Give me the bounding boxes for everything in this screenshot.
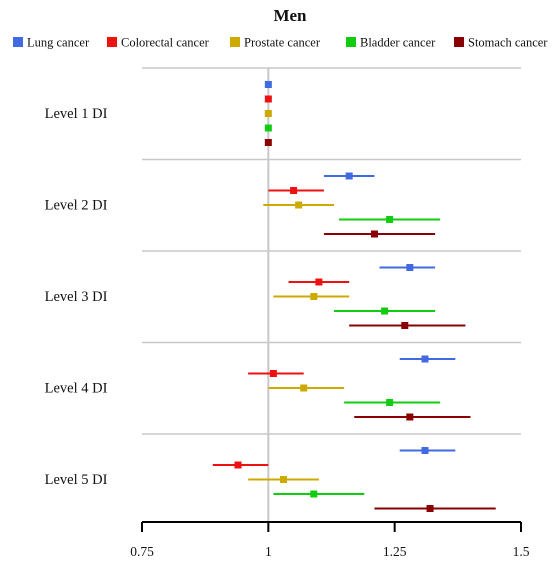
point-estimate <box>421 355 429 363</box>
point-estimate <box>290 187 298 194</box>
point-estimate <box>381 307 389 315</box>
group-label: Level 5 DI <box>45 472 108 488</box>
chart-title: Men <box>273 6 307 25</box>
point-estimate <box>279 476 287 483</box>
point-estimate <box>264 110 272 117</box>
point-estimate <box>264 139 272 146</box>
legend-item: Stomach cancer <box>454 36 548 50</box>
point-estimate <box>386 216 394 223</box>
legend-item: Colorectal cancer <box>107 36 210 50</box>
x-tick-label: 1.25 <box>383 544 407 559</box>
legend-label: Prostate cancer <box>244 36 321 50</box>
point-estimate <box>406 413 414 421</box>
legend-swatch <box>454 37 464 47</box>
data-marks <box>212 81 496 512</box>
point-estimate <box>310 490 318 498</box>
legend-label: Colorectal cancer <box>121 36 210 50</box>
group-label: Level 4 DI <box>45 381 108 397</box>
point-estimate <box>264 95 272 103</box>
legend-swatch <box>107 37 117 47</box>
point-estimate <box>264 81 272 88</box>
point-estimate <box>234 461 242 469</box>
x-tick-label: 1 <box>265 544 272 559</box>
x-tick-label: 1.5 <box>513 544 530 559</box>
point-estimate <box>264 124 272 132</box>
group-labels: Level 1 DI Level 2 DI Level 3 DI Level 4 DI… <box>45 106 108 488</box>
point-estimate <box>426 505 434 512</box>
legend-swatch <box>13 37 23 47</box>
legend-item: Bladder cancer <box>346 36 436 50</box>
group-label: Level 2 DI <box>45 198 108 214</box>
point-estimate <box>370 230 378 238</box>
group-label: Level 3 DI <box>45 289 108 305</box>
legend-item: Prostate cancer <box>230 36 321 50</box>
point-estimate <box>345 172 353 180</box>
group-label: Level 1 DI <box>45 106 108 122</box>
point-estimate <box>310 293 318 300</box>
x-tick-label: 0.75 <box>130 544 154 559</box>
legend-swatch <box>346 37 356 47</box>
legend-label: Stomach cancer <box>468 36 548 50</box>
legend: Lung cancer Colorectal cancer Prostate can… <box>13 36 548 50</box>
x-axis: 0.75 1 1.25 1.5 <box>130 521 530 559</box>
group-separators <box>142 67 521 435</box>
point-estimate <box>269 370 277 377</box>
legend-label: Lung cancer <box>27 36 90 50</box>
point-estimate <box>300 384 308 392</box>
point-estimate <box>401 322 409 329</box>
point-estimate <box>406 264 414 271</box>
legend-swatch <box>230 37 240 47</box>
point-estimate <box>421 447 429 454</box>
legend-label: Bladder cancer <box>360 36 436 50</box>
point-estimate <box>315 278 323 286</box>
point-estimate <box>295 201 303 209</box>
legend-item: Lung cancer <box>13 36 90 50</box>
point-estimate <box>386 399 394 406</box>
